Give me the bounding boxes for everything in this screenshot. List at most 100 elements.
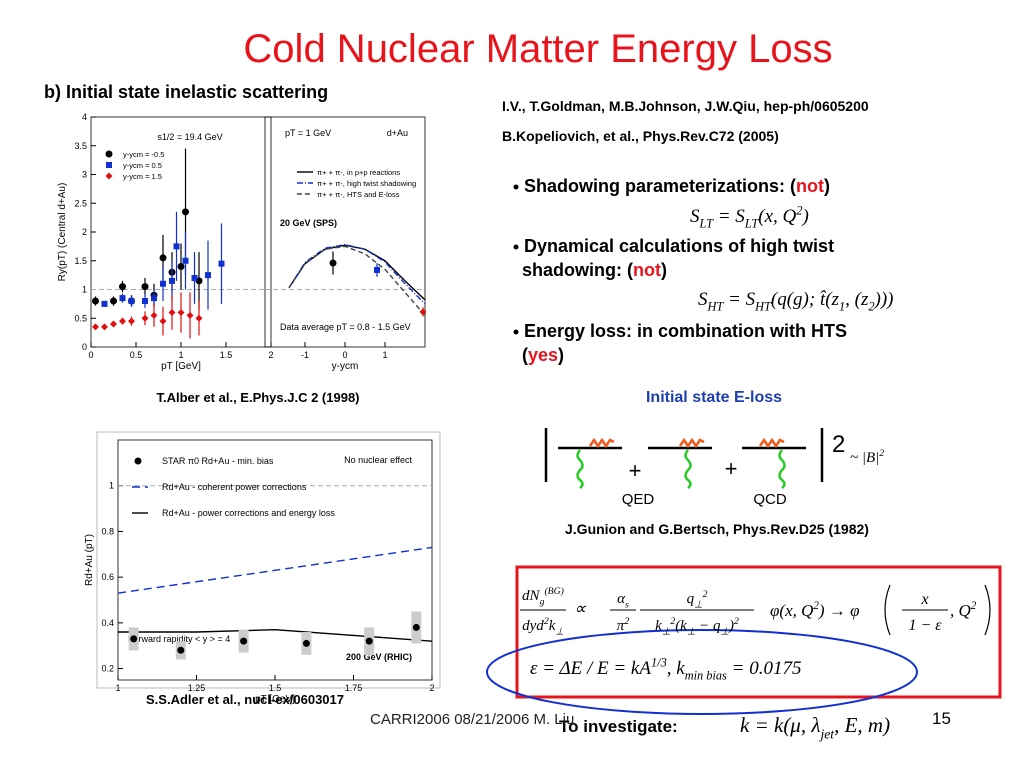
- y-tick-label: 0: [82, 342, 87, 352]
- x-tick-label: 1.75: [345, 683, 363, 693]
- equation-part: α: [617, 591, 626, 607]
- bullet-dot: [513, 244, 519, 250]
- equation-part: − q: [695, 618, 721, 634]
- equation-part: ): [728, 618, 734, 634]
- data-point: [412, 623, 420, 631]
- equation-part: 2: [624, 616, 629, 627]
- equation: αs: [617, 591, 629, 611]
- equation-part: ε = ΔE / E = kA: [530, 658, 651, 679]
- investigate-label: To investigate:: [559, 717, 678, 736]
- data-point: [134, 457, 142, 465]
- diagram-label: QCD: [753, 491, 787, 508]
- legend-label: π+ + π-, high twist shadowing: [317, 179, 416, 188]
- data-point: [92, 297, 99, 305]
- data-point: [182, 208, 189, 216]
- legend-label: y-ycm = -0.5: [123, 150, 164, 159]
- equation-part: LT: [699, 217, 715, 231]
- bullet-text-part: shadowing: (: [522, 260, 633, 280]
- data-point: [177, 646, 185, 654]
- equation-part: φ(x, Q: [770, 601, 813, 620]
- plot-panel: [64, 110, 448, 380]
- data-point: [191, 275, 198, 281]
- data-point: [173, 243, 180, 250]
- equation-part: 1 − ε: [908, 617, 942, 634]
- bullet-text: shadowing: (not): [522, 260, 667, 280]
- bullet-text-part: ): [661, 260, 667, 280]
- data-point: [205, 272, 211, 279]
- equation-part: 2: [868, 300, 874, 314]
- legend-label: Rd+Au - coherent power corrections: [162, 482, 307, 492]
- data-point: [142, 298, 148, 304]
- equation-part: 2: [796, 203, 802, 217]
- equation-part: ⊥: [720, 627, 729, 638]
- x-tick-label: 1.5: [269, 683, 282, 693]
- highlight-ellipse: [486, 629, 918, 715]
- reference: I.V., T.Goldman, M.B.Johnson, J.W.Qiu, h…: [502, 98, 869, 114]
- equation-part: ∝: [574, 599, 587, 618]
- equation-part: (x, Q: [758, 206, 796, 227]
- equation: φ(x, Q2) → φ: [770, 600, 860, 620]
- bullet-dot: [513, 184, 519, 190]
- equation-part: k: [549, 618, 556, 634]
- y-tick-label: 0.2: [101, 664, 114, 674]
- y-tick-label: 4: [82, 112, 87, 122]
- subtitle: b) Initial state inelastic scattering: [44, 82, 328, 102]
- y-tick-label: 3: [82, 170, 87, 180]
- equation-part: k: [655, 618, 662, 634]
- bullet-text-part: Energy loss: in combination with HTS: [524, 321, 847, 341]
- data-point: [101, 323, 108, 331]
- equation-part: 2: [670, 616, 675, 627]
- bullet-text-part: Shadowing parameterizations: (: [524, 176, 796, 196]
- equation: k = k(μ, λjet, E, m): [740, 713, 890, 741]
- data-point: [105, 172, 113, 180]
- data-point: [160, 280, 166, 287]
- y-tick-label: 0.8: [101, 526, 114, 536]
- bullet-text: Dynamical calculations of high twist: [524, 236, 834, 256]
- data-point: [419, 308, 427, 316]
- annotation: 20 GeV (SPS): [280, 218, 337, 228]
- plus: +: [629, 458, 642, 483]
- equation: k⊥2(k⊥ − q⊥)2: [655, 616, 739, 638]
- data-point: [240, 637, 248, 645]
- bullet-keyword: not: [796, 176, 824, 196]
- x-tick-label: 1.5: [220, 350, 233, 360]
- diagram-label: QED: [622, 491, 655, 508]
- equation-part: ))): [874, 289, 894, 310]
- data-point: [365, 637, 373, 645]
- y-tick-label: 0.6: [101, 572, 114, 582]
- x-tick-label: 1.25: [188, 683, 206, 693]
- data-point: [182, 257, 189, 264]
- equation-part: (k: [675, 618, 687, 634]
- equation-part: (BG): [544, 586, 564, 597]
- annotation: pT = 1 GeV: [285, 128, 331, 138]
- data-point: [177, 263, 185, 270]
- equation-part: 1/3: [651, 655, 667, 669]
- data-point: [186, 311, 194, 319]
- annotation: Forward rapidity < y > = 4: [128, 634, 230, 644]
- equation-part: ): [801, 206, 808, 227]
- equation: , Q2: [950, 600, 977, 620]
- equation-part: ⊥: [687, 627, 696, 638]
- data-point: [151, 295, 157, 302]
- data-point: [141, 314, 149, 322]
- page-number: 15: [932, 709, 951, 728]
- equation-part: 2: [734, 616, 739, 627]
- bullet-text-part: (: [522, 345, 528, 365]
- data-point: [130, 635, 138, 643]
- equation-part: S: [698, 289, 708, 310]
- data-point: [302, 639, 310, 647]
- data-point: [119, 317, 126, 325]
- equation-part: HT: [754, 300, 772, 314]
- data-point: [106, 162, 112, 168]
- equation-part: ⊥: [662, 627, 671, 638]
- annotation: 200 GeV (RHIC): [346, 652, 412, 662]
- equation-part: HT: [707, 300, 725, 314]
- equation: ∝: [574, 599, 587, 618]
- equation-part: ~ |B|: [850, 450, 879, 466]
- equation-part: = S: [723, 289, 755, 310]
- bullet-text-part: ): [824, 176, 830, 196]
- data-point: [159, 317, 167, 325]
- equation-part: ) → φ: [818, 601, 860, 620]
- feynman-diagram: [544, 428, 824, 489]
- legend-label: Rd+Au - power corrections and energy los…: [162, 508, 335, 518]
